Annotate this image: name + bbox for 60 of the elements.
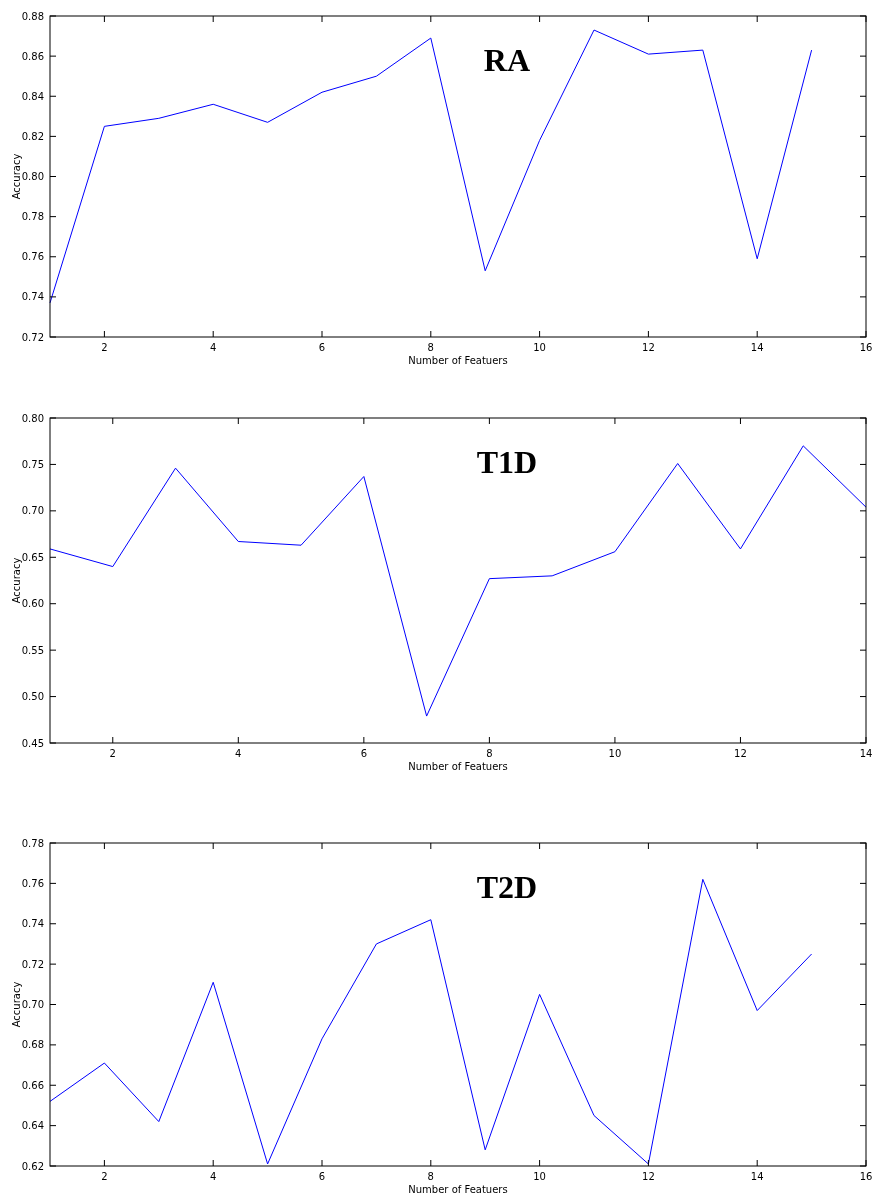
x-tick-label: 14 bbox=[750, 342, 764, 353]
y-tick-label: 0.75 bbox=[21, 458, 44, 470]
x-tick-label: 6 bbox=[318, 1171, 326, 1182]
y-tick-label: 0.76 bbox=[21, 877, 44, 889]
y-tick-label: 0.66 bbox=[21, 1079, 44, 1091]
x-tick-label: 12 bbox=[642, 1171, 655, 1182]
y-tick-label: 0.72 bbox=[21, 958, 44, 970]
x-tick-label: 4 bbox=[210, 1171, 217, 1182]
x-axis-title: Number of Featuers bbox=[408, 355, 508, 366]
y-tick-label: 0.80 bbox=[21, 412, 44, 424]
y-tick-label: 0.70 bbox=[21, 505, 44, 517]
text: RA bbox=[483, 41, 531, 78]
y-tick-label: 0.82 bbox=[21, 130, 44, 142]
y-tick-label: 0.78 bbox=[21, 211, 44, 223]
x-tick-label: 4 bbox=[235, 748, 242, 759]
y-tick-label: 0.74 bbox=[21, 918, 44, 930]
x-tick-label: 2 bbox=[101, 342, 108, 353]
y-tick-label: 0.72 bbox=[21, 331, 44, 343]
y-axis-title: Accuracy bbox=[11, 153, 22, 200]
y-tick-label: 0.76 bbox=[21, 251, 44, 263]
y-tick-label: 0.78 bbox=[21, 837, 44, 849]
x-tick-label: 8 bbox=[427, 342, 434, 353]
y-tick-label: 0.88 bbox=[21, 10, 44, 22]
x-tick-label: 2 bbox=[109, 748, 116, 759]
y-tick-label: 0.80 bbox=[21, 171, 44, 182]
line-series bbox=[49, 878, 813, 1165]
text: T2D bbox=[476, 868, 538, 905]
x-axis-title: Number of Featuers bbox=[408, 761, 508, 772]
x-tick-label: 6 bbox=[360, 748, 368, 759]
y-tick-label: 0.62 bbox=[21, 1160, 44, 1172]
x-tick-label: 4 bbox=[210, 342, 217, 353]
y-tick-label: 0.86 bbox=[21, 50, 44, 62]
x-tick-label: 8 bbox=[486, 748, 493, 759]
y-axis-title: Accuracy bbox=[11, 557, 22, 604]
y-tick-label: 0.45 bbox=[21, 737, 44, 749]
x-tick-label: 6 bbox=[318, 342, 326, 353]
y-tick-label: 0.64 bbox=[21, 1120, 44, 1132]
y-tick-label: 0.68 bbox=[21, 1039, 44, 1051]
x-tick-label: 2 bbox=[101, 1171, 108, 1182]
x-tick-label: 14 bbox=[750, 1171, 764, 1182]
x-axis-title: Number of Featuers bbox=[408, 1184, 508, 1195]
x-tick-label: 10 bbox=[608, 748, 622, 759]
x-tick-label: 12 bbox=[642, 342, 655, 353]
x-tick-label: 16 bbox=[859, 342, 873, 353]
y-tick-label: 0.65 bbox=[21, 551, 44, 563]
text: T1D bbox=[476, 444, 538, 481]
y-axis-title: Accuracy bbox=[11, 981, 22, 1028]
x-tick-label: 14 bbox=[859, 748, 873, 759]
y-tick-label: 0.84 bbox=[21, 90, 44, 102]
x-tick-label: 16 bbox=[859, 1171, 873, 1182]
line-series bbox=[49, 445, 867, 717]
y-tick-label: 0.50 bbox=[21, 691, 44, 703]
x-tick-label: 10 bbox=[533, 342, 546, 353]
x-tick-label: 12 bbox=[734, 748, 747, 759]
x-tick-label: 10 bbox=[533, 1171, 546, 1182]
y-tick-label: 0.60 bbox=[21, 598, 44, 610]
y-tick-label: 0.55 bbox=[21, 644, 44, 656]
y-tick-label: 0.74 bbox=[21, 291, 44, 303]
y-tick-label: 0.70 bbox=[21, 999, 44, 1010]
x-tick-label: 8 bbox=[427, 1171, 434, 1182]
